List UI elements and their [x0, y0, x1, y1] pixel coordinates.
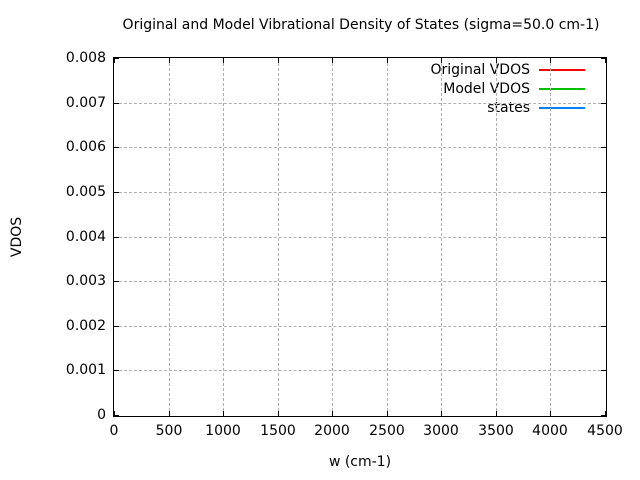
y-tick-label: 0.004 — [65, 229, 106, 245]
x-tick-mark-top — [114, 58, 115, 63]
y-tick-mark-right — [601, 370, 606, 371]
y-tick-label: 0.006 — [65, 139, 106, 155]
y-tick-mark-right — [601, 192, 606, 193]
x-tick-mark-bottom — [278, 411, 279, 416]
plot-area: Original VDOS Model VDOS states 0 500 1000 15… — [66, 50, 623, 439]
legend-line-sample — [539, 106, 585, 109]
y-tick-mark-right — [601, 415, 606, 416]
x-tick-label: 3000 — [423, 423, 459, 439]
y-tick-mark-left — [114, 58, 119, 59]
y-tick-label: 0.002 — [65, 318, 106, 334]
y-tick-mark-left — [114, 281, 119, 282]
legend-item: states — [431, 98, 585, 117]
horizontal-gridline — [114, 281, 606, 282]
legend-item: Model VDOS — [431, 79, 585, 98]
x-tick-label: 2000 — [314, 423, 350, 439]
x-tick-label: 4000 — [532, 423, 568, 439]
x-tick-mark-bottom — [441, 411, 442, 416]
x-tick-label: 1000 — [205, 423, 241, 439]
x-tick-mark-top — [332, 58, 333, 63]
y-tick-mark-left — [114, 192, 119, 193]
legend-label: Model VDOS — [443, 80, 530, 97]
x-tick-label: 0 — [109, 423, 119, 439]
y-tick-mark-left — [114, 326, 119, 327]
y-tick-mark-right — [601, 281, 606, 282]
y-tick-mark-left — [114, 103, 119, 104]
legend-item: Original VDOS — [430, 60, 585, 79]
y-tick-mark-right — [601, 58, 606, 59]
chart-title: Original and Model Vibrational Density o… — [122, 17, 600, 33]
y-tick-mark-right — [601, 237, 606, 238]
horizontal-gridline — [114, 147, 606, 148]
legend-label: states — [487, 99, 530, 116]
y-tick-mark-left — [114, 415, 119, 416]
legend-line-sample — [539, 68, 585, 71]
x-tick-mark-bottom — [114, 411, 115, 416]
y-tick-label: 0.008 — [65, 50, 106, 66]
x-tick-mark-bottom — [387, 411, 388, 416]
x-tick-label: 2500 — [369, 423, 405, 439]
x-tick-label: 1500 — [260, 423, 296, 439]
x-tick-mark-top — [605, 58, 606, 63]
y-tick-label: 0 — [97, 407, 106, 423]
y-tick-label: 0.001 — [65, 362, 106, 378]
y-tick-mark-right — [601, 103, 606, 104]
horizontal-gridline — [114, 370, 606, 371]
x-tick-mark-bottom — [550, 411, 551, 416]
x-tick-mark-bottom — [605, 411, 606, 416]
x-tick-mark-top — [169, 58, 170, 63]
y-tick-label: 0.005 — [65, 184, 106, 200]
x-tick-mark-top — [496, 58, 497, 63]
horizontal-gridline — [114, 326, 606, 327]
x-tick-mark-top — [278, 58, 279, 63]
horizontal-gridline — [114, 103, 606, 104]
x-tick-mark-top — [441, 58, 442, 63]
x-tick-label: 4500 — [587, 423, 623, 439]
legend-line-sample — [539, 87, 585, 90]
x-tick-label: 3500 — [478, 423, 514, 439]
y-tick-label: 0.003 — [65, 273, 106, 289]
x-tick-mark-top — [550, 58, 551, 63]
legend: Original VDOS Model VDOS states — [418, 60, 585, 117]
x-tick-mark-bottom — [223, 411, 224, 416]
y-tick-mark-left — [114, 237, 119, 238]
y-tick-mark-left — [114, 147, 119, 148]
x-tick-mark-top — [223, 58, 224, 63]
y-tick-mark-left — [114, 370, 119, 371]
y-tick-mark-right — [601, 326, 606, 327]
legend-label: Original VDOS — [430, 61, 531, 78]
horizontal-gridline — [114, 237, 606, 238]
x-tick-label: 500 — [155, 423, 183, 439]
x-axis-label: w (cm-1) — [328, 454, 392, 470]
x-tick-mark-bottom — [496, 411, 497, 416]
y-tick-mark-right — [601, 147, 606, 148]
x-tick-mark-bottom — [169, 411, 170, 416]
x-tick-mark-bottom — [332, 411, 333, 416]
y-axis-label: VDOS — [9, 216, 25, 258]
y-tick-label: 0.007 — [65, 95, 106, 111]
horizontal-gridline — [114, 192, 606, 193]
x-tick-mark-top — [387, 58, 388, 63]
